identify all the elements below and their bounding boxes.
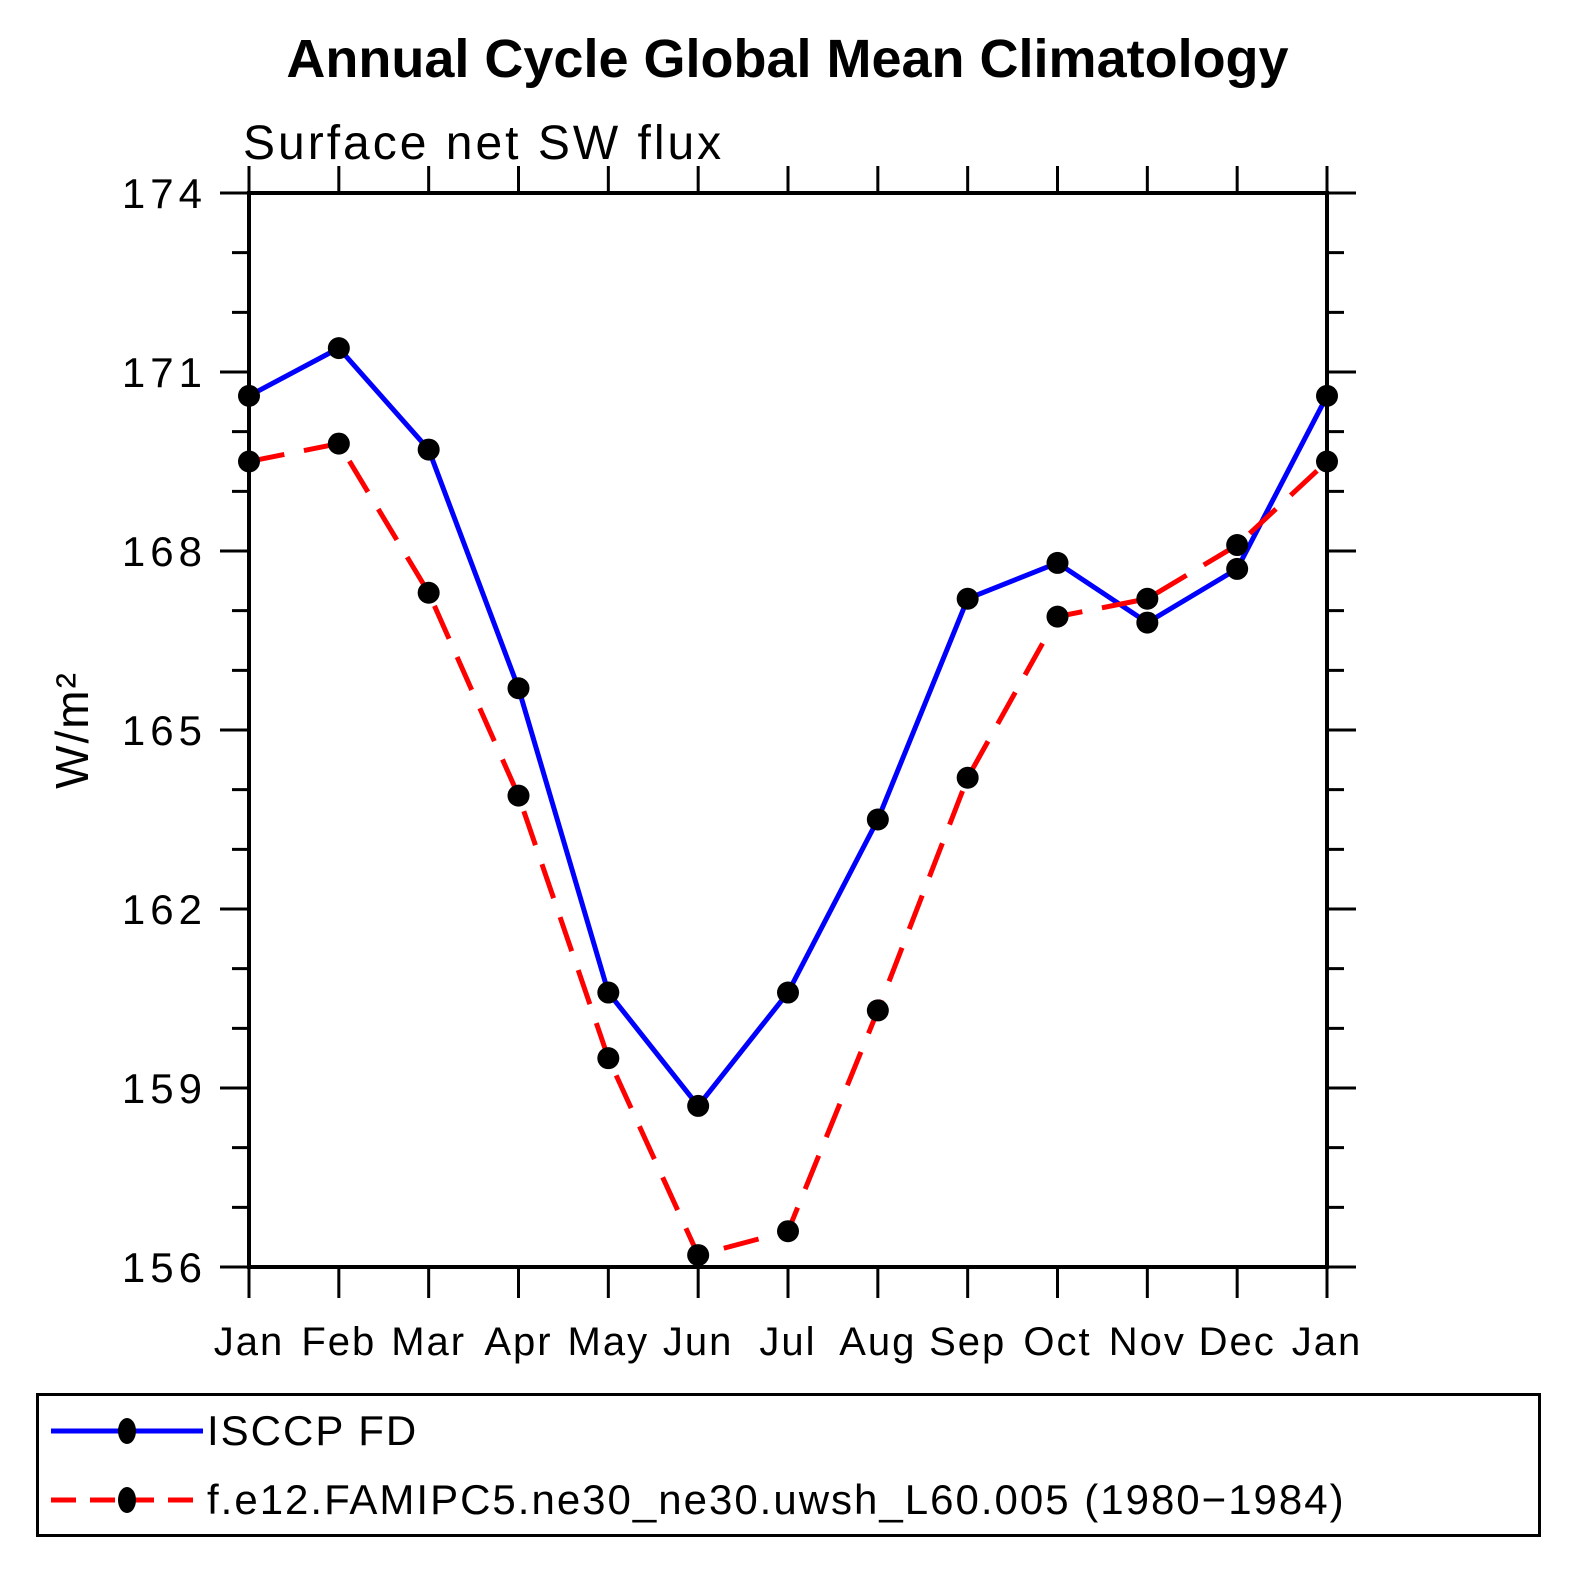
x-tick-label: Apr <box>484 1320 552 1364</box>
data-point-marker <box>597 981 620 1004</box>
y-tick-label: 162 <box>122 886 207 933</box>
data-point-marker <box>507 784 530 807</box>
legend-entry-model: f.e12.FAMIPC5.ne30_ne30.uwsh_L60.005 (19… <box>39 1475 1538 1525</box>
chart-subtitle: Surface net SW flux <box>243 117 725 170</box>
y-tick-label: 159 <box>122 1065 207 1112</box>
x-tick-label: May <box>568 1320 650 1364</box>
data-point-marker <box>1136 611 1159 634</box>
legend-marker-icon <box>118 1417 136 1444</box>
data-point-marker <box>1046 551 1069 574</box>
data-point-marker <box>417 438 440 461</box>
data-point-marker <box>238 450 260 473</box>
plot-frame <box>247 191 1329 1269</box>
data-point-marker <box>866 999 889 1022</box>
x-tick-label: Aug <box>839 1320 916 1364</box>
data-point-marker <box>956 587 979 610</box>
data-point-marker <box>687 1094 710 1117</box>
data-point-marker <box>866 808 889 831</box>
data-point-marker <box>238 384 260 407</box>
data-point-marker <box>1316 450 1338 473</box>
data-point-marker <box>1316 384 1338 407</box>
data-point-marker <box>597 1047 620 1070</box>
data-point-marker <box>1136 587 1159 610</box>
x-tick-label: Jan <box>214 1320 285 1364</box>
legend-label-isccp-fd: ISCCP FD <box>207 1406 419 1454</box>
data-point-marker <box>327 432 350 455</box>
legend-label-model: f.e12.FAMIPC5.ne30_ne30.uwsh_L60.005 (19… <box>207 1475 1346 1523</box>
x-tick-label: Dec <box>1199 1320 1276 1364</box>
data-point-marker <box>417 581 440 604</box>
data-point-marker <box>507 677 530 700</box>
data-point-marker <box>777 1220 799 1243</box>
x-tick-label: Mar <box>391 1320 466 1364</box>
data-point-marker <box>687 1244 710 1267</box>
x-tick-label: Jan <box>1292 1320 1363 1364</box>
x-tick-label: Feb <box>301 1320 376 1364</box>
data-point-marker <box>1226 557 1249 580</box>
x-tick-label: Oct <box>1023 1320 1091 1364</box>
data-point-marker <box>1226 534 1249 557</box>
data-point-marker <box>956 766 979 789</box>
x-tick-label: Nov <box>1109 1320 1186 1364</box>
x-tick-label: Jul <box>759 1320 816 1364</box>
legend-sample-dashed <box>51 1486 203 1513</box>
x-tick-label: Jun <box>663 1320 734 1364</box>
data-point-marker <box>327 337 350 360</box>
x-tick-label: Sep <box>929 1320 1006 1364</box>
y-tick-label: 171 <box>122 349 207 396</box>
series-line-model <box>248 441 1329 1258</box>
chart-title: Annual Cycle Global Mean Climatology <box>286 29 1289 89</box>
y-tick-label: 165 <box>122 707 207 754</box>
y-tick-label: 174 <box>122 170 207 217</box>
y-tick-label: 156 <box>122 1244 207 1291</box>
legend-marker-icon <box>118 1486 136 1513</box>
legend-sample-solid <box>51 1417 203 1444</box>
data-point-marker <box>777 981 799 1004</box>
legend-box: ISCCP FD f.e12.FAMIPC5.ne30_ne30.uwsh_L6… <box>36 1393 1541 1537</box>
y-tick-label: 168 <box>122 528 207 575</box>
data-point-marker <box>1046 605 1069 628</box>
legend-entry-isccp-fd: ISCCP FD <box>39 1406 1538 1456</box>
